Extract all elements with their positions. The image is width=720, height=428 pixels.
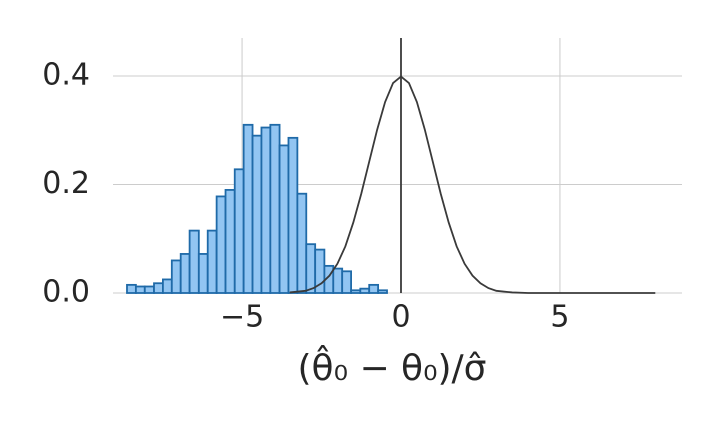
x-tick-label: 0: [391, 300, 410, 335]
histogram-bar: [296, 192, 308, 294]
histogram-bar: [233, 168, 245, 294]
y-tick-label: 0.4: [42, 57, 90, 92]
histogram-bar: [332, 267, 344, 294]
histogram-bar: [305, 243, 317, 294]
histogram-bar: [170, 259, 182, 294]
histogram-bar: [162, 278, 173, 294]
histogram-bar: [134, 285, 146, 294]
histogram-bar: [153, 282, 164, 294]
y-tick-label: 0.2: [42, 166, 90, 201]
histogram-bar: [197, 253, 209, 294]
histogram-bar: [215, 195, 227, 294]
histogram-bar: [188, 229, 200, 294]
histogram-bar: [368, 283, 380, 294]
histogram-bar: [341, 270, 352, 294]
histogram-bar: [269, 123, 281, 294]
histogram-bar: [143, 285, 155, 294]
histogram-bar: [251, 134, 263, 294]
histogram-bar: [179, 253, 191, 294]
histogram-bar: [359, 287, 371, 294]
histogram-bar: [287, 136, 299, 294]
histogram-bar: [242, 123, 254, 294]
x-tick-label: −5: [220, 300, 264, 335]
x-axis-label: (θ̂₀ − θ₀)/σ̂: [298, 344, 487, 389]
histogram-bar: [126, 283, 137, 294]
histogram-bar: [224, 189, 236, 294]
histogram-bar: [206, 229, 218, 294]
histogram-bar: [350, 289, 362, 294]
histogram-bar: [260, 126, 272, 294]
y-tick-label: 0.0: [42, 275, 90, 310]
x-tick-label: 5: [550, 300, 569, 335]
histogram-bar: [278, 144, 290, 294]
histogram-bar: [377, 289, 388, 294]
density-line: [289, 75, 656, 294]
